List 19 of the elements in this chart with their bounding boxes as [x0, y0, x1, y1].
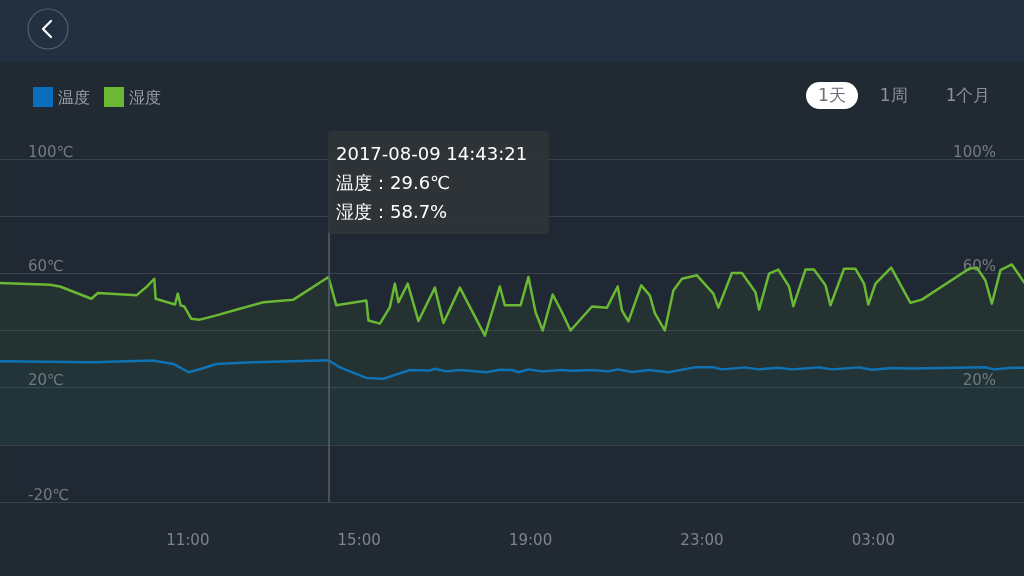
annotation: 温度：29.6℃: [336, 171, 452, 195]
annotation: 湿度：58.7%: [336, 200, 449, 224]
x-tick-label: 11:00: [166, 530, 210, 549]
y-tick-label: -20℃: [28, 485, 70, 504]
x-tick-label: 03:00: [851, 530, 895, 549]
annotation: 2017-08-09 14:43:21: [336, 142, 529, 166]
x-tick-label: 23:00: [680, 530, 724, 549]
y-tick-label: 100℃: [28, 142, 74, 161]
y-tick-label: 20℃: [28, 371, 64, 390]
y2-tick-label: 20%: [962, 371, 996, 390]
legend-label: 温度: [58, 87, 90, 107]
x-tick-label: 15:00: [337, 530, 381, 549]
y2-tick-label: 100%: [953, 142, 996, 161]
text: 1周: [878, 84, 909, 107]
legend-label: 湿度: [129, 87, 161, 107]
x-tick-label: 19:00: [508, 530, 553, 549]
text: 1天: [806, 82, 858, 109]
text: 1个月: [944, 84, 992, 107]
y-tick-label: 60℃: [28, 256, 64, 275]
